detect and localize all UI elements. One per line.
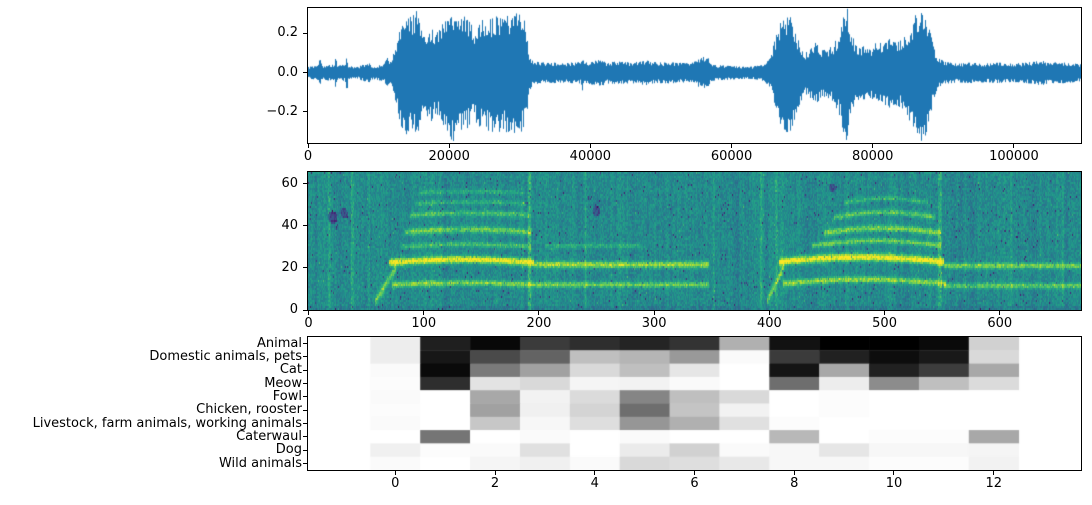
spectrogram-axes <box>307 171 1082 311</box>
waveform-plot <box>308 8 1081 143</box>
x-tick-label: 0 <box>304 316 313 331</box>
x-tick-label: 600 <box>987 316 1013 331</box>
x-tick <box>793 471 795 475</box>
x-tick <box>694 471 695 475</box>
row-tick <box>303 369 307 371</box>
row-label: Fowl <box>272 389 302 405</box>
x-tick <box>589 144 591 148</box>
x-tick-label: 100 <box>411 316 437 331</box>
row-tick <box>303 383 307 385</box>
y-tick-label: 40 <box>281 217 298 233</box>
x-tick-label: 0 <box>303 149 313 164</box>
x-tick-label: 2 <box>490 476 500 491</box>
x-tick <box>893 471 895 475</box>
x-tick <box>448 144 450 148</box>
x-tick <box>1013 144 1015 148</box>
x-tick-label: 12 <box>985 476 1002 491</box>
class-heatmap-plot <box>308 337 1081 470</box>
waveform-axes <box>307 7 1082 144</box>
x-tick <box>394 471 396 475</box>
row-tick <box>303 462 307 464</box>
x-tick <box>423 311 425 315</box>
y-tick <box>303 72 307 74</box>
y-tick <box>303 183 307 185</box>
row-tick <box>303 396 307 398</box>
spectrogram-plot <box>308 172 1081 310</box>
y-tick <box>303 32 307 34</box>
y-tick-label: 0 <box>289 302 298 317</box>
x-tick-label: 40000 <box>569 149 612 164</box>
row-label: Dog <box>275 442 302 458</box>
x-tick-label: 20000 <box>428 149 470 164</box>
x-tick <box>768 311 770 315</box>
y-tick-label: 0.2 <box>277 25 298 41</box>
x-tick-label: 80000 <box>852 149 894 164</box>
x-tick-label: 6 <box>690 476 699 491</box>
x-tick <box>538 311 540 315</box>
x-tick <box>594 471 596 475</box>
x-tick-label: 100000 <box>989 149 1039 164</box>
row-label: Domestic animals, pets <box>149 349 302 365</box>
y-tick-label: 0.0 <box>277 64 298 80</box>
x-tick-label: 400 <box>756 316 782 331</box>
row-tick <box>303 356 307 358</box>
y-tick-label: 20 <box>281 259 298 275</box>
row-tick <box>303 422 307 424</box>
y-tick <box>303 309 307 311</box>
row-label: Chicken, rooster <box>196 402 302 418</box>
class-heatmap-axes <box>307 336 1082 471</box>
row-tick <box>303 449 307 451</box>
x-tick <box>494 471 496 475</box>
row-label: Cat <box>279 362 302 378</box>
x-tick-label: 4 <box>590 476 599 491</box>
row-label: Animal <box>257 335 302 351</box>
x-tick-label: 200 <box>526 316 552 331</box>
row-tick <box>303 409 307 411</box>
y-tick <box>303 267 307 269</box>
x-tick <box>884 311 886 315</box>
x-tick <box>653 311 655 315</box>
x-tick-label: 60000 <box>710 149 753 164</box>
y-tick <box>303 225 307 227</box>
x-tick <box>999 311 1001 315</box>
x-tick-label: 300 <box>641 316 667 331</box>
row-label: Wild animals <box>218 455 302 471</box>
x-tick <box>872 144 874 148</box>
y-tick <box>303 111 307 113</box>
x-tick <box>307 144 309 148</box>
x-tick-label: 8 <box>790 476 799 491</box>
row-tick <box>303 436 307 438</box>
x-tick-label: 500 <box>872 316 897 331</box>
x-tick-label: 0 <box>391 476 400 491</box>
row-label: Livestock, farm animals, working animals <box>32 415 302 431</box>
y-tick-label: −0.2 <box>266 103 298 119</box>
x-tick-label: 10 <box>885 476 903 491</box>
x-tick <box>731 144 733 148</box>
y-tick-label: 60 <box>281 175 298 191</box>
row-tick <box>303 343 307 345</box>
row-label: Caterwaul <box>236 428 302 444</box>
x-tick <box>308 311 310 315</box>
x-tick <box>993 471 995 475</box>
row-label: Meow <box>264 375 302 391</box>
